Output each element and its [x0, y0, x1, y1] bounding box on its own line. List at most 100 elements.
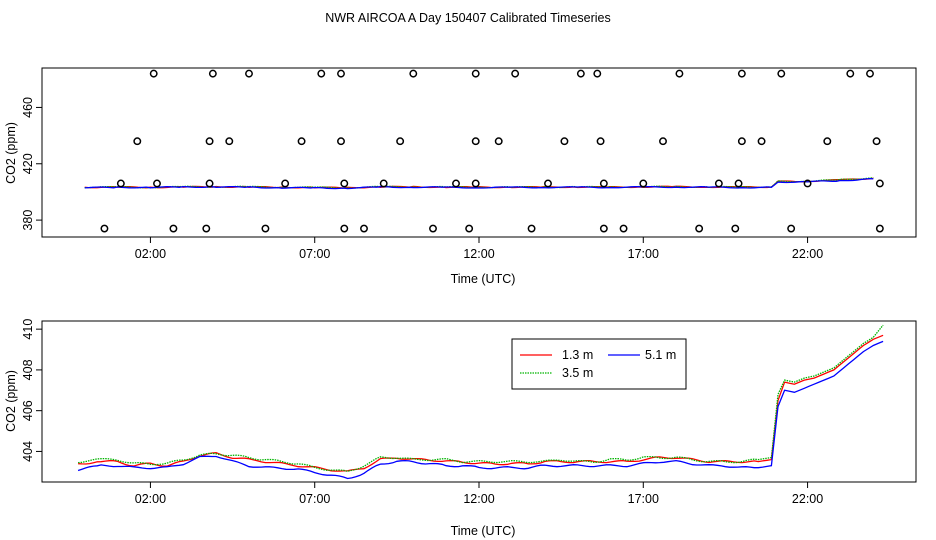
- scatter-point: [429, 224, 437, 233]
- scatter-point: [409, 69, 418, 78]
- top-panel: 02:00 07:00 12:00 17:00 22:00 380 420 460 Time…: [4, 67, 917, 286]
- bottom-y-tick-label: 408: [21, 359, 35, 380]
- scatter-point: [639, 179, 648, 188]
- scatter-point: [803, 179, 812, 188]
- scatter-point: [737, 69, 746, 78]
- bottom-series-5-1-m: [77, 340, 884, 480]
- bottom-x-tick-label: 07:00: [299, 492, 330, 506]
- scatter-point: [866, 69, 874, 78]
- scatter-point: [777, 69, 786, 78]
- bottom-panel: 02:00 07:00 12:00 17:00 22:00 404 406 408 410 T…: [4, 319, 917, 538]
- top-y-tick-label: 460: [21, 97, 35, 118]
- scatter-point: [149, 69, 158, 78]
- legend: 1.3 m 3.5 m 5.1 m: [511, 338, 687, 390]
- bottom-plot-frame: [41, 320, 917, 483]
- scatter-point: [225, 137, 234, 146]
- scatter-point: [875, 179, 884, 188]
- scatter-point: [527, 224, 536, 233]
- scatter-point: [544, 179, 552, 188]
- scatter-point: [596, 137, 605, 146]
- scatter-point: [396, 137, 405, 146]
- top-y-tick-label: 380: [21, 210, 35, 231]
- scatter-point: [317, 69, 326, 78]
- scatter-point: [576, 69, 585, 78]
- scatter-point: [675, 69, 684, 78]
- scatter-point: [494, 137, 503, 146]
- scatter-point: [340, 224, 349, 233]
- legend-label-1-3m: 1.3 m: [562, 348, 593, 362]
- bottom-series-3-5-m: [78, 324, 884, 472]
- top-y-tick-label: 420: [21, 153, 35, 174]
- scatter-point: [737, 137, 746, 146]
- bottom-x-tick-label: 22:00: [792, 492, 823, 506]
- scatter-point: [471, 137, 480, 146]
- legend-label-3-5m: 3.5 m: [562, 366, 593, 380]
- bottom-series-1-3-m: [78, 334, 884, 472]
- scatter-point: [245, 69, 253, 78]
- bottom-y-tick-label: 404: [21, 441, 35, 462]
- scatter-point: [787, 224, 796, 233]
- scatter-point: [205, 179, 214, 188]
- top-x-axis-label: Time (UTC): [451, 272, 516, 286]
- legend-label-5-1m: 5.1 m: [645, 348, 676, 362]
- top-y-axis-label: CO2 (ppm): [4, 122, 18, 184]
- scatter-point: [100, 224, 109, 233]
- bottom-y-axis-label: CO2 (ppm): [4, 370, 18, 432]
- scatter-point: [619, 224, 628, 233]
- top-series-5-1-m: [84, 177, 874, 190]
- top-x-tick-label: 02:00: [135, 247, 166, 261]
- scatter-point: [297, 137, 306, 146]
- scatter-point: [734, 179, 743, 188]
- scatter-point: [465, 224, 474, 233]
- scatter-point: [379, 179, 388, 188]
- scatter-point: [452, 179, 460, 188]
- scatter-point: [714, 179, 723, 188]
- top-x-tick-label: 22:00: [792, 247, 823, 261]
- scatter-point: [560, 137, 569, 146]
- legend-box: [511, 338, 687, 390]
- scatter-point: [133, 137, 142, 146]
- bottom-x-tick-label: 02:00: [135, 492, 166, 506]
- bottom-y-tick-label: 406: [21, 400, 35, 421]
- scatter-point: [846, 69, 855, 78]
- scatter-point: [360, 224, 368, 233]
- bottom-x-axis-label: Time (UTC): [451, 524, 516, 538]
- top-x-tick-label: 07:00: [299, 247, 330, 261]
- scatter-point: [153, 179, 161, 188]
- scatter-point: [872, 137, 881, 146]
- scatter-point: [599, 179, 608, 188]
- bottom-x-axis: 02:00 07:00 12:00 17:00 22:00: [135, 482, 823, 506]
- scatter-point: [202, 224, 211, 233]
- top-scatter-points: [100, 69, 884, 233]
- scatter-point: [340, 179, 349, 188]
- top-plot-frame: [41, 67, 917, 238]
- scatter-point: [337, 69, 345, 78]
- bottom-x-tick-label: 12:00: [463, 492, 494, 506]
- scatter-point: [593, 69, 602, 78]
- bottom-series: [77, 324, 884, 480]
- top-series-3-5-m: [84, 177, 874, 189]
- bottom-x-tick-label: 17:00: [628, 492, 659, 506]
- scatter-point: [731, 224, 740, 233]
- scatter-point: [659, 137, 667, 146]
- bottom-y-axis: 404 406 408 410: [21, 319, 42, 462]
- figure-title: NWR AIRCOA A Day 150407 Calibrated Times…: [325, 11, 611, 25]
- scatter-point: [471, 179, 480, 188]
- scatter-point: [169, 224, 178, 233]
- scatter-point: [511, 69, 520, 78]
- top-x-tick-label: 17:00: [628, 247, 659, 261]
- top-x-axis: 02:00 07:00 12:00 17:00 22:00: [135, 237, 823, 261]
- bottom-y-tick-label: 410: [21, 319, 35, 340]
- scatter-point: [208, 69, 217, 78]
- scatter-point: [875, 224, 884, 233]
- scatter-point: [205, 137, 214, 146]
- scatter-point: [695, 224, 704, 233]
- scatter-point: [757, 137, 766, 146]
- scatter-point: [116, 179, 125, 188]
- scatter-point: [599, 224, 608, 233]
- scatter-point: [337, 137, 345, 146]
- top-x-tick-label: 12:00: [463, 247, 494, 261]
- top-series: [84, 177, 874, 190]
- scatter-point: [471, 69, 480, 78]
